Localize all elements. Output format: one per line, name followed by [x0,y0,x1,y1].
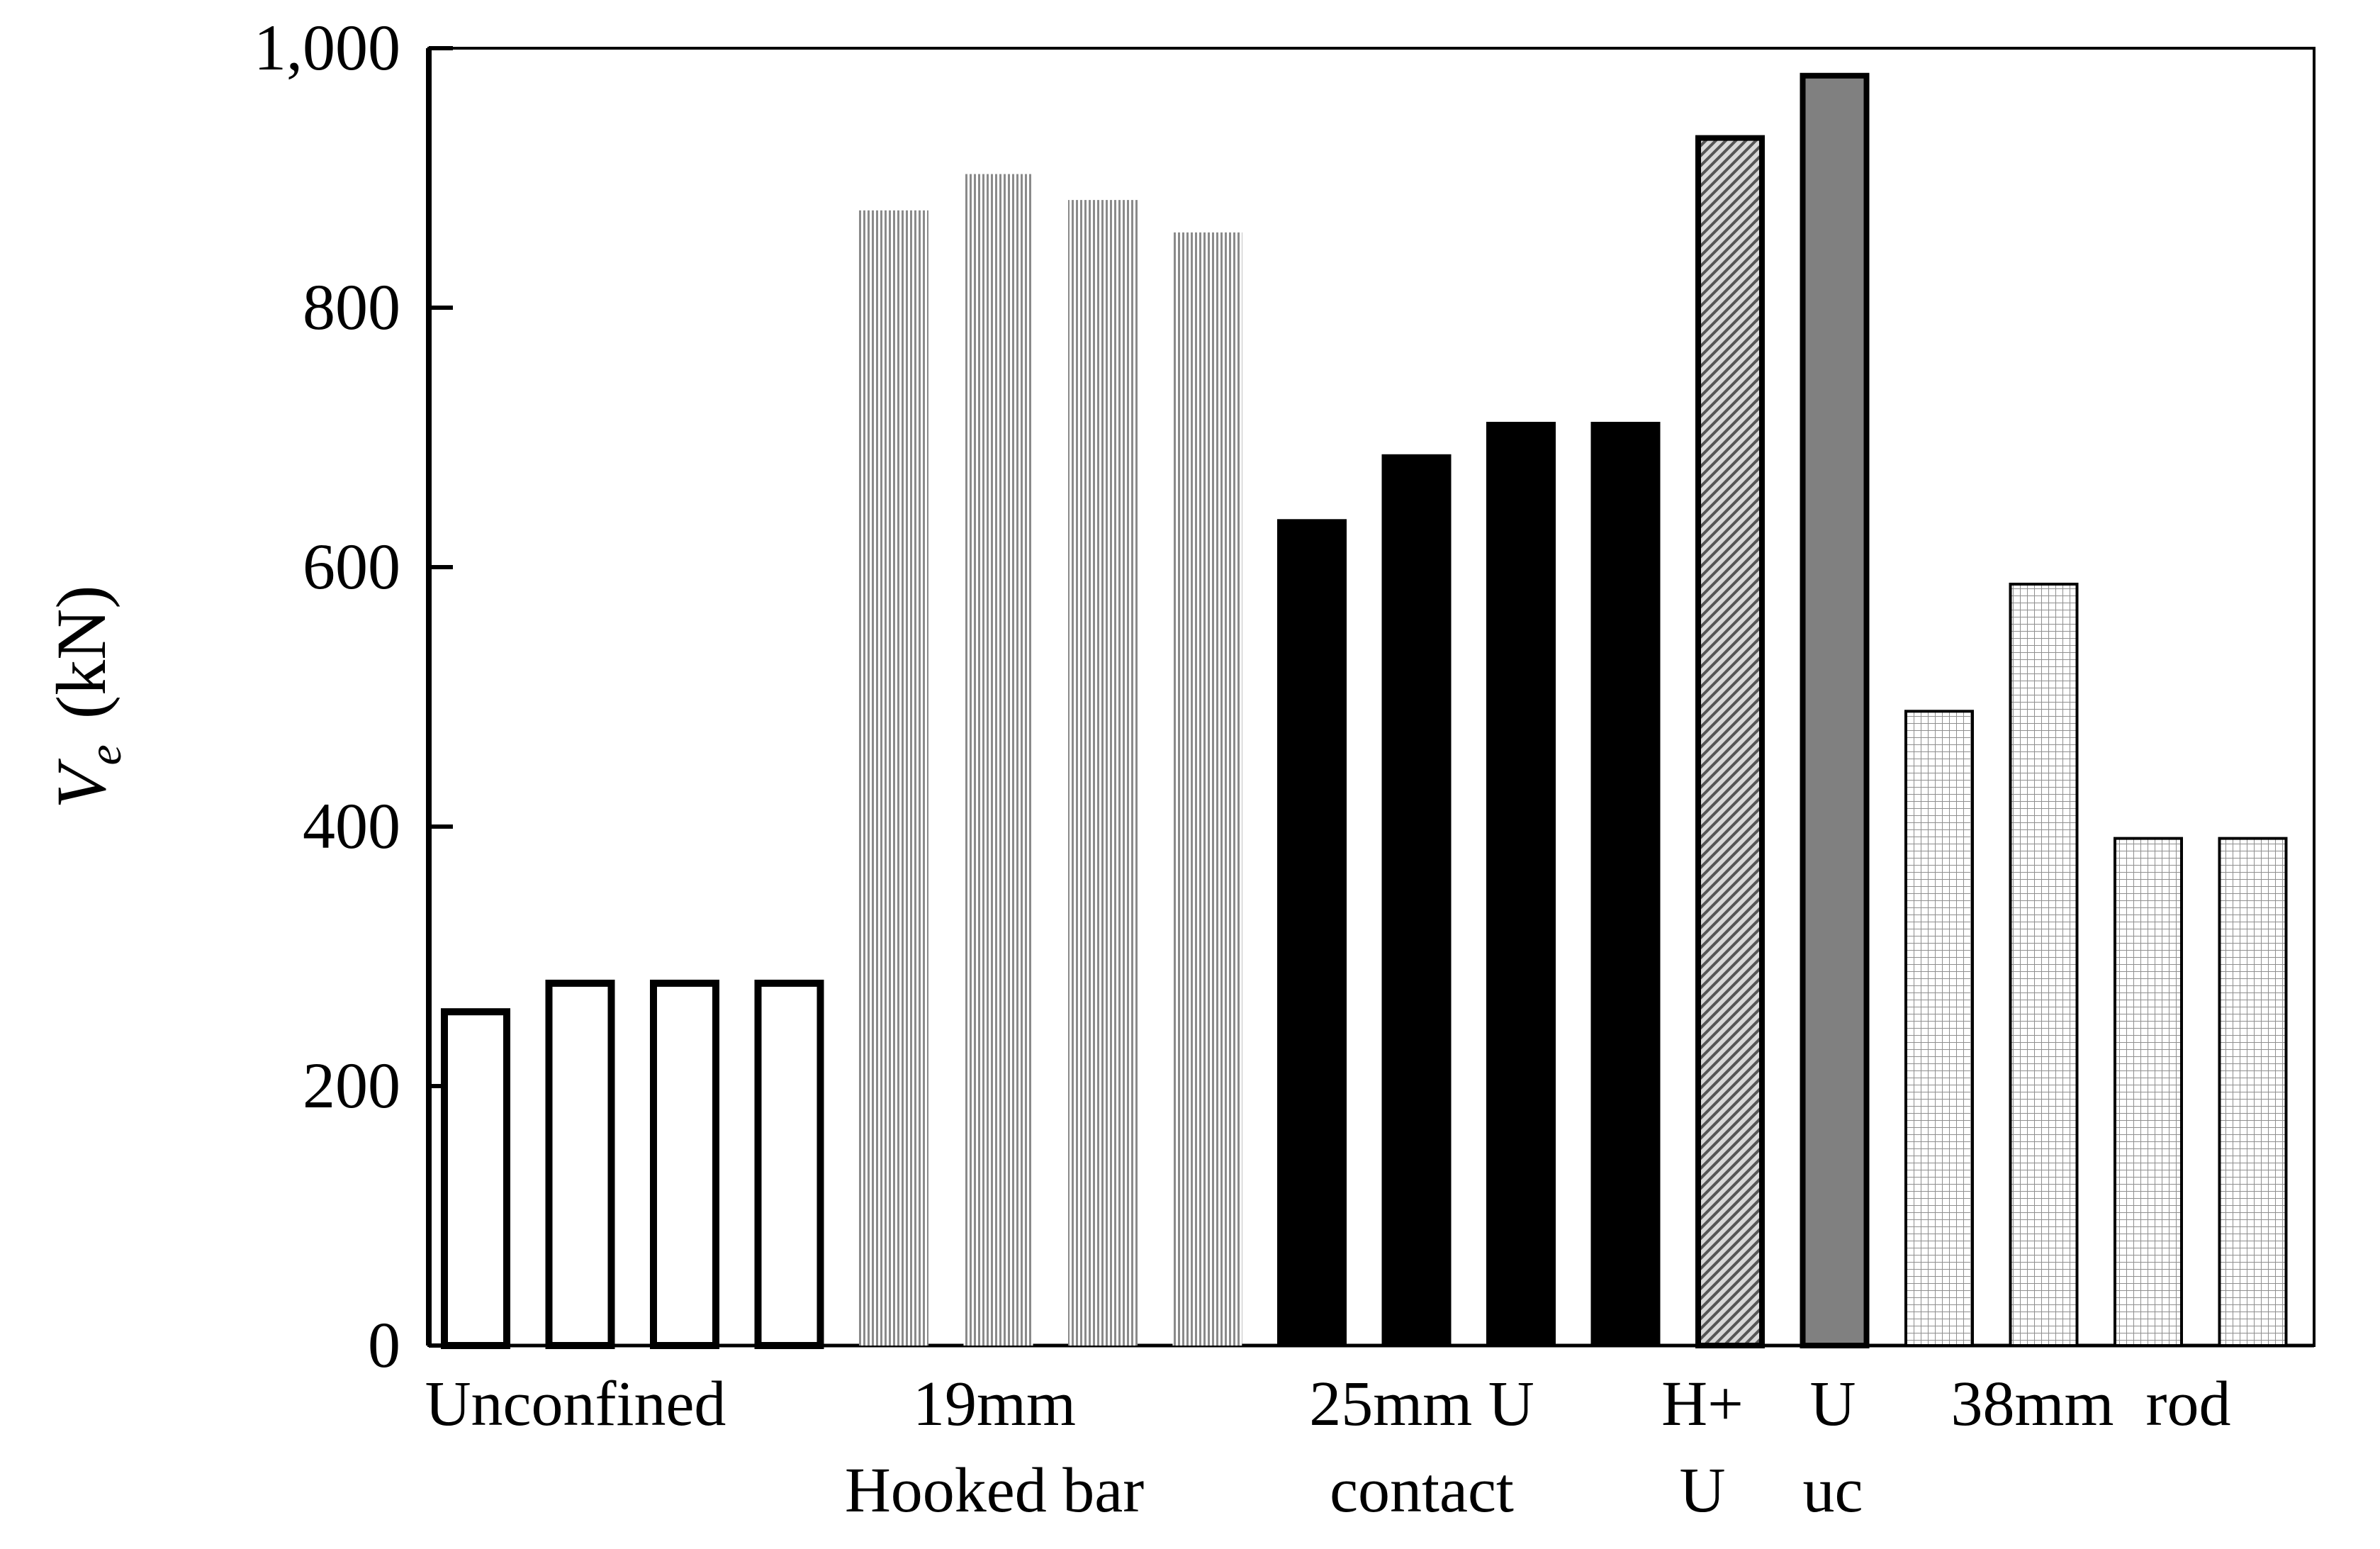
x-group-label: H+ [1661,1369,1744,1439]
y-tick-label: 600 [303,530,400,603]
bar [1590,422,1661,1346]
bar [1800,72,1870,1348]
y-tick-label: 800 [303,271,400,343]
bar [1172,232,1242,1346]
y-axis-label-symbol: V [42,759,120,809]
bar [441,1008,510,1349]
x-group-label: 38mm rod [1951,1369,2231,1439]
y-tick-label: 0 [368,1309,400,1381]
bar [650,979,719,1349]
bar [859,210,928,1346]
bar [2009,582,2079,1348]
bar [2114,837,2183,1347]
x-group-label: 25mm U [1309,1369,1534,1439]
bar [545,979,615,1349]
x-group-label: contact [1330,1455,1514,1526]
bar [1486,422,1556,1346]
x-group-label: U [1810,1369,1856,1439]
bar [2218,837,2288,1347]
y-axis-label-unit: (kN) [42,585,120,719]
y-axis-label-subscript: e [79,744,131,765]
bar [754,979,824,1349]
bar [1904,710,1974,1347]
bar [1277,519,1347,1346]
y-tick-label: 200 [303,1049,400,1122]
x-group-label: uc [1803,1455,1863,1526]
bar [1068,200,1138,1346]
x-group-label: Hooked bar [845,1455,1144,1526]
y-tick-label: 1,000 [254,11,400,84]
y-tick-label: 400 [303,790,400,862]
x-group-label: 19mm [913,1369,1076,1439]
bar [1695,135,1765,1349]
x-group-label: U [1680,1455,1726,1526]
y-axis-label: Ve (kN) [42,585,131,808]
x-group-label: Unconfined [425,1369,726,1439]
bar [963,174,1033,1346]
bar [1381,454,1452,1346]
